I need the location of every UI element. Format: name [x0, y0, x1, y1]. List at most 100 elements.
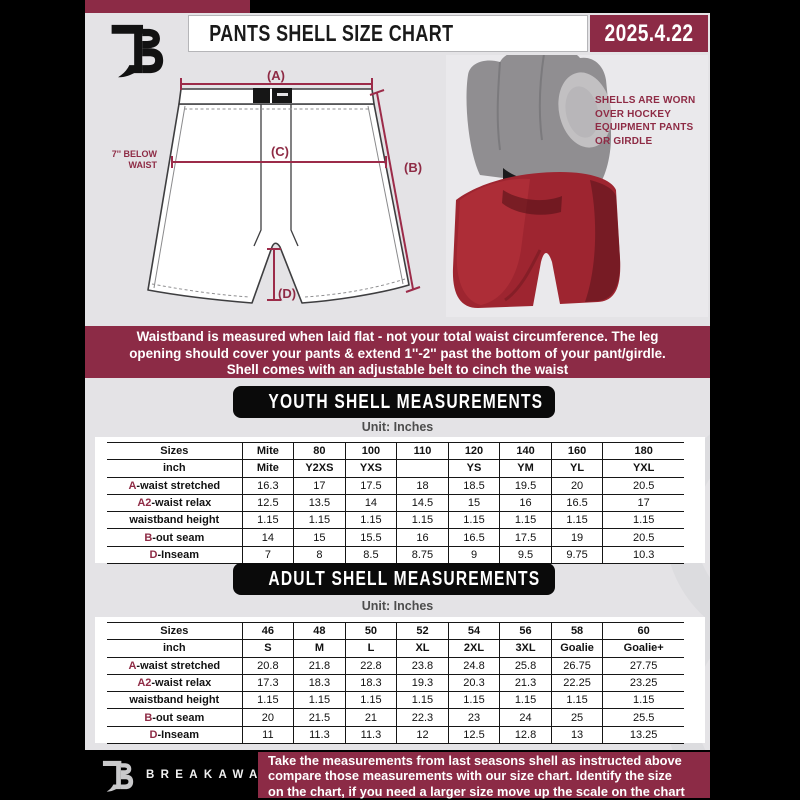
- photo-note: SHELLS ARE WORN OVER HOCKEY EQUIPMENT PA…: [595, 95, 696, 147]
- footer-breakaway-logo-icon: [102, 757, 136, 798]
- row-label: A-waist stretched: [107, 476, 243, 495]
- table-cell: 25.8: [499, 656, 552, 675]
- table-cell: 46: [241, 621, 294, 640]
- table-cell: 1.15: [499, 691, 552, 709]
- table-row: inch Mite Y2XS YXS YS YM YL YXL: [107, 459, 684, 478]
- content-card: PANTS SHELL SIZE CHART 2025.4.22: [85, 13, 710, 750]
- table-cell: 60: [602, 621, 684, 640]
- table-cell: 24: [499, 708, 552, 727]
- table-cell: 19: [550, 528, 603, 547]
- table-cell: YS: [447, 459, 500, 478]
- row-label: waistband height: [107, 511, 243, 529]
- table-cell: 1.15: [447, 691, 500, 709]
- date-badge: 2025.4.22: [590, 15, 708, 52]
- table-row: D-Inseam 7 8 8.5 8.75 9 9.5 9.75 10.3: [107, 545, 684, 565]
- table-cell: 17: [293, 476, 346, 495]
- table-cell: 80: [293, 441, 346, 460]
- table-row: A2-waist relax 17.3 18.3 18.3 19.3 20.3 21.3 22…: [107, 673, 684, 692]
- table-row: A-waist stretched 16.3 17 17.5 18 18.5 19.5 20 2…: [107, 476, 684, 495]
- youth-unit-label: Unit: Inches: [361, 420, 434, 434]
- adult-section-banner: ADULT SHELL MEASUREMENTS: [233, 563, 555, 595]
- table-cell: 140: [499, 441, 552, 460]
- table-cell: 15: [447, 493, 500, 512]
- table-cell: 23.25: [602, 673, 684, 692]
- table-cell: 8.5: [344, 545, 397, 565]
- row-label: Sizes: [107, 621, 243, 640]
- table-cell: YM: [499, 459, 552, 478]
- table-cell: 23.8: [396, 656, 449, 675]
- table-cell: YL: [550, 459, 603, 478]
- table-cell: 12: [396, 725, 449, 745]
- page-title: PANTS SHELL SIZE CHART: [209, 20, 454, 46]
- table-cell: 20.8: [241, 656, 294, 675]
- table-cell: [396, 459, 449, 478]
- adult-table-panel: Sizes 46 48 50 52 54 56 58 60 inch S M L XL 2XL 3XL Goal…: [95, 617, 705, 745]
- page-title-box: PANTS SHELL SIZE CHART: [188, 15, 588, 52]
- table-cell: YXS: [344, 459, 397, 478]
- table-cell: 180: [602, 441, 684, 460]
- table-cell: 14: [241, 528, 294, 547]
- table-cell: 9.5: [499, 545, 552, 565]
- table-cell: 58: [550, 621, 603, 640]
- table-cell: 11: [241, 725, 294, 745]
- breakaway-logo-icon: [110, 17, 168, 86]
- table-cell: 7: [241, 545, 294, 565]
- table-cell: 14: [344, 493, 397, 512]
- table-cell: 17.5: [344, 476, 397, 495]
- info-banner: Waistband is measured when laid flat - n…: [85, 326, 710, 378]
- table-cell: 16: [396, 528, 449, 547]
- table-row: Sizes Mite 80 100 110 120 140 160 180: [107, 441, 684, 460]
- youth-section-banner: YOUTH SHELL MEASUREMENTS: [233, 386, 555, 418]
- table-cell: 110: [396, 441, 449, 460]
- table-cell: 13.5: [293, 493, 346, 512]
- table-cell: 11.3: [344, 725, 397, 745]
- shorts-measurement-diagram: (A) (B) (C) (D) 7'' BELOW WAIST: [112, 68, 422, 304]
- table-cell: 1.15: [396, 511, 449, 529]
- table-cell: 20.5: [602, 528, 684, 547]
- table-row: B-out seam 14 15 15.5 16 16.5 17.5 19 20.5: [107, 528, 684, 547]
- top-accent-bar: [85, 0, 250, 13]
- table-cell: 27.75: [602, 656, 684, 675]
- adult-section-title: ADULT SHELL MEASUREMENTS: [268, 568, 541, 590]
- table-cell: 21: [344, 708, 397, 727]
- diagram-label-d: (D): [278, 286, 296, 301]
- footer: BREAKAWAY Take the measurements from las…: [0, 750, 800, 800]
- table-cell: 3XL: [499, 639, 552, 658]
- table-cell: 16.5: [447, 528, 500, 547]
- table-cell: M: [293, 639, 346, 658]
- diagram-label-b: (B): [404, 160, 422, 175]
- table-cell: 12.5: [241, 493, 294, 512]
- diagram-label-c: (C): [271, 144, 289, 159]
- table-cell: 1.15: [293, 511, 346, 529]
- table-cell: 25.5: [602, 708, 684, 727]
- table-cell: 1.15: [344, 511, 397, 529]
- table-row: A2-waist relax 12.5 13.5 14 14.5 15 16 16.5 17: [107, 493, 684, 512]
- table-row: D-Inseam 11 11.3 11.3 12 12.5 12.8 13 13.25: [107, 725, 684, 745]
- table-cell: 14.5: [396, 493, 449, 512]
- table-cell: 16: [499, 493, 552, 512]
- row-label: A2-waist relax: [107, 493, 243, 512]
- table-cell: Mite: [241, 459, 294, 478]
- row-label: inch: [107, 459, 243, 478]
- table-cell: 1.15: [550, 511, 603, 529]
- table-cell: 1.15: [241, 691, 294, 709]
- below-waist-label-line1: 7'' BELOW: [112, 149, 158, 159]
- table-cell: 18.3: [344, 673, 397, 692]
- table-cell: 21.8: [293, 656, 346, 675]
- row-label: inch: [107, 639, 243, 658]
- table-cell: 1.15: [602, 691, 684, 709]
- row-label: B-out seam: [107, 528, 243, 547]
- table-cell: 120: [447, 441, 500, 460]
- table-cell: 21.3: [499, 673, 552, 692]
- table-cell: YXL: [602, 459, 684, 478]
- diagram-label-a: (A): [267, 68, 285, 83]
- table-row: B-out seam 20 21.5 21 22.3 23 24 25 25.5: [107, 708, 684, 727]
- table-cell: 9.75: [550, 545, 603, 565]
- table-cell: 20: [550, 476, 603, 495]
- table-cell: 48: [293, 621, 346, 640]
- table-cell: 9: [447, 545, 500, 565]
- table-cell: 17: [602, 493, 684, 512]
- table-row: waistband height 1.15 1.15 1.15 1.15 1.15 1.15…: [107, 691, 684, 709]
- table-cell: 15.5: [344, 528, 397, 547]
- table-cell: Y2XS: [293, 459, 346, 478]
